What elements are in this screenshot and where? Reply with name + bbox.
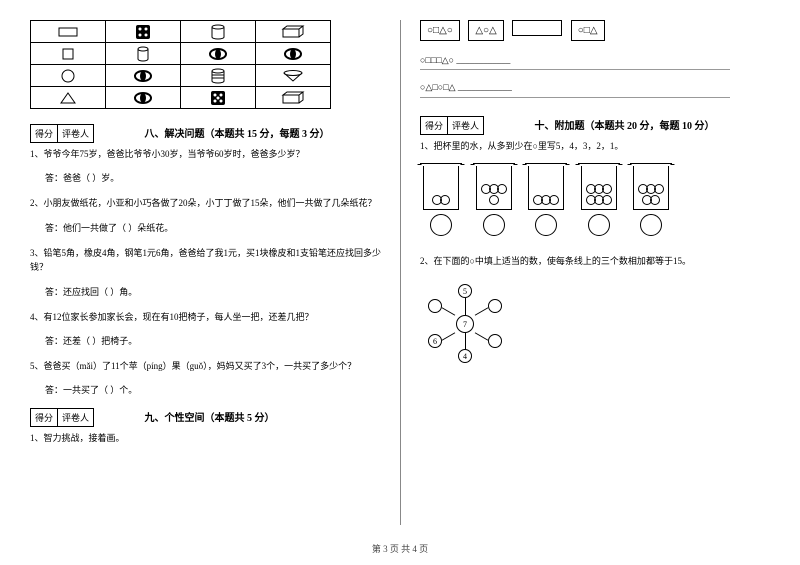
score-label: 得分 (31, 409, 58, 426)
shape-cell-rect (31, 21, 106, 43)
shape-cell-triangle (31, 87, 106, 109)
answer-circle[interactable] (483, 214, 505, 236)
shape-cell-cone (256, 65, 331, 87)
score-box-8: 得分 评卷人 (30, 124, 94, 143)
shape-cell-cuboid (256, 21, 331, 43)
shape-cell-dice (106, 21, 181, 43)
shape-classification-table (30, 20, 331, 109)
beaker-4 (578, 163, 620, 236)
answer-circle[interactable] (430, 214, 452, 236)
page-footer: 第 3 页 共 4 页 (0, 542, 800, 555)
right-column: ○□△○ △○△ ○□△ ○□□□△○ ____________ ○△□○□△ … (420, 20, 770, 369)
shape-cell-can2 (181, 65, 256, 87)
pattern-box-4: ○□△ (571, 20, 605, 41)
pattern-row-2: ○□□□△○ ____________ (420, 53, 730, 70)
beaker-row (420, 163, 770, 239)
table-row (31, 21, 331, 43)
a8-3: 答：还应找回（ ）角。 (45, 285, 390, 298)
shape-cell-can (181, 21, 256, 43)
flower-petal-2[interactable] (488, 299, 502, 313)
section8-title: 八、解决问题（本题共 15 分，每题 3 分） (145, 125, 330, 140)
answer-circle[interactable] (535, 214, 557, 236)
section9-title: 九、个性空间（本题共 5 分） (145, 409, 275, 424)
flower-petal-5[interactable]: 6 (428, 334, 442, 348)
pattern-row-3: ○△□○□△ ____________ (420, 80, 730, 97)
table-row (31, 87, 331, 109)
shape-cell-circle (31, 65, 106, 87)
page-divider (400, 20, 401, 525)
pattern-box-3 (512, 20, 562, 36)
beaker-1 (420, 163, 462, 236)
q10-2: 2、在下面的○中填上适当的数，使每条线上的三个数相加都等于15。 (420, 254, 770, 268)
pattern-box-2: △○△ (468, 20, 503, 41)
score-label: 得分 (31, 125, 58, 142)
shape-cell-dice2 (181, 87, 256, 109)
pattern-box-1: ○□△○ (420, 20, 460, 41)
table-row (31, 43, 331, 65)
a8-1: 答：爸爸（ ）岁。 (45, 171, 390, 184)
left-column: 得分 评卷人 八、解决问题（本题共 15 分，每题 3 分） 1、爷爷今年75岁… (30, 20, 390, 456)
a8-2: 答：他们一共做了（ ）朵纸花。 (45, 221, 390, 234)
a8-4: 答：还差（ ）把椅子。 (45, 334, 390, 347)
a8-5: 答：一共买了（ ）个。 (45, 383, 390, 396)
score-box-9: 得分 评卷人 (30, 408, 94, 427)
flower-petal-6[interactable] (428, 299, 442, 313)
q8-5: 5、爸爸买（mǎi）了11个苹（píng）果（guǒ），妈妈又买了3个，一共买了… (30, 359, 390, 373)
section8-header: 得分 评卷人 八、解决问题（本题共 15 分，每题 3 分） (30, 124, 390, 147)
score-label: 得分 (421, 117, 448, 134)
shape-cell-cuboid2 (256, 87, 331, 109)
table-row (31, 65, 331, 87)
q8-3: 3、铅笔5角，橡皮4角，钢笔1元6角，爸爸给了我1元，买1块橡皮和1支铅笔还应找… (30, 246, 390, 275)
shape-cell-oval4 (106, 87, 181, 109)
shape-cell-oval2 (256, 43, 331, 65)
flower-petal-4[interactable]: 4 (458, 349, 472, 363)
flower-center: 7 (456, 315, 474, 333)
section10-title: 十、附加题（本题共 20 分，每题 10 分） (535, 117, 715, 132)
grader-label: 评卷人 (448, 117, 483, 134)
score-box-10: 得分 评卷人 (420, 116, 484, 135)
shape-cell-oval1 (181, 43, 256, 65)
beaker-5 (630, 163, 672, 236)
flower-petal-1[interactable]: 5 (458, 284, 472, 298)
shape-cell-cylinder (106, 43, 181, 65)
q10-1: 1、把杯里的水，从多到少在○里写5，4，3，2，1。 (420, 139, 770, 153)
section9-header: 得分 评卷人 九、个性空间（本题共 5 分） (30, 408, 390, 431)
answer-circle[interactable] (588, 214, 610, 236)
shape-cell-square (31, 43, 106, 65)
q8-4: 4、有12位家长参加家长会，现在有10把椅子，每人坐一把，还差几把？ (30, 310, 390, 324)
flower-diagram: 7 5 4 6 (420, 279, 510, 369)
shape-cell-oval3 (106, 65, 181, 87)
flower-petal-3[interactable] (488, 334, 502, 348)
grader-label: 评卷人 (58, 125, 93, 142)
section10-header: 得分 评卷人 十、附加题（本题共 20 分，每题 10 分） (420, 116, 770, 139)
q8-2: 2、小朋友做纸花，小亚和小巧各做了20朵，小丁丁做了15朵，他们一共做了几朵纸花… (30, 196, 390, 210)
answer-circle[interactable] (640, 214, 662, 236)
q9-1: 1、智力挑战，接着画。 (30, 431, 390, 445)
grader-label: 评卷人 (58, 409, 93, 426)
q8-1: 1、爷爷今年75岁，爸爸比爷爷小30岁，当爷爷60岁时，爸爸多少岁？ (30, 147, 390, 161)
pattern-row-1: ○□△○ △○△ ○□△ (420, 20, 770, 47)
beaker-3 (525, 163, 567, 236)
beaker-2 (473, 163, 515, 236)
